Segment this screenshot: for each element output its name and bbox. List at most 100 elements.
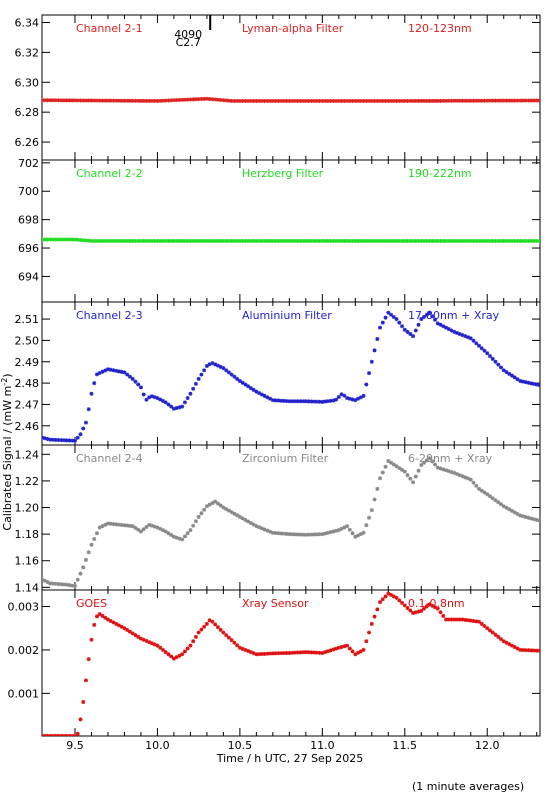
data-point xyxy=(53,98,58,103)
data-point xyxy=(498,365,503,370)
data-point xyxy=(75,577,80,582)
data-point xyxy=(177,536,182,541)
data-point xyxy=(136,238,141,243)
data-point xyxy=(185,238,190,243)
data-point xyxy=(226,98,231,103)
data-point xyxy=(353,652,358,657)
data-point xyxy=(251,522,256,527)
data-point xyxy=(369,98,374,103)
data-point xyxy=(342,238,347,243)
panel-filter-label: Zirconium Filter xyxy=(242,452,329,465)
panel-filter-label: Xray Sensor xyxy=(242,597,309,610)
data-point xyxy=(108,367,113,372)
data-point xyxy=(284,651,289,656)
data-point xyxy=(130,238,135,243)
data-point xyxy=(479,346,484,351)
data-point xyxy=(204,621,209,626)
data-point xyxy=(50,437,55,442)
data-point xyxy=(309,98,314,103)
data-point xyxy=(479,238,484,243)
data-point xyxy=(485,98,490,103)
data-point xyxy=(53,437,58,442)
data-point xyxy=(334,646,339,651)
data-point xyxy=(353,98,358,103)
data-point xyxy=(520,98,525,103)
data-point xyxy=(149,394,154,399)
data-point xyxy=(53,581,58,586)
data-point xyxy=(259,238,264,243)
data-point xyxy=(70,438,75,443)
panel-band-label: 120-123nm xyxy=(408,22,472,35)
panel-channel-label: Channel 2-4 xyxy=(76,452,143,465)
data-point xyxy=(273,238,278,243)
data-point xyxy=(92,381,97,386)
data-point xyxy=(515,646,520,651)
data-point xyxy=(520,514,525,519)
data-point xyxy=(204,96,209,101)
data-point xyxy=(433,462,438,467)
data-point xyxy=(476,98,481,103)
data-point xyxy=(166,652,171,657)
data-point xyxy=(158,238,163,243)
data-point xyxy=(303,238,308,243)
data-point xyxy=(518,647,523,652)
data-point xyxy=(202,507,207,512)
data-point xyxy=(116,623,121,628)
data-point xyxy=(493,498,498,503)
y-axis-label-sup: -2 xyxy=(0,378,9,386)
data-point xyxy=(358,532,363,537)
data-point xyxy=(493,632,498,637)
data-point xyxy=(386,310,391,315)
data-point xyxy=(531,98,536,103)
data-point xyxy=(276,98,281,103)
data-point xyxy=(350,397,355,402)
data-point xyxy=(496,362,501,367)
data-point xyxy=(369,621,374,626)
data-point xyxy=(405,238,410,243)
data-point xyxy=(177,405,182,410)
data-point xyxy=(224,98,229,103)
data-point xyxy=(86,550,91,555)
data-point xyxy=(309,399,314,404)
data-point xyxy=(504,505,509,510)
data-point xyxy=(224,238,229,243)
data-point xyxy=(221,630,226,635)
data-point xyxy=(281,98,286,103)
data-point xyxy=(328,648,333,653)
data-point xyxy=(361,530,366,535)
data-point xyxy=(182,97,187,102)
y-tick-label: 698 xyxy=(18,214,39,227)
data-point xyxy=(199,511,204,516)
data-point xyxy=(482,490,487,495)
data-point xyxy=(358,98,363,103)
data-point xyxy=(218,364,223,369)
x-tick-label: 12.0 xyxy=(475,739,500,752)
data-point xyxy=(306,98,311,103)
data-point xyxy=(347,396,352,401)
data-point xyxy=(427,310,432,315)
data-point xyxy=(279,651,284,656)
panel-3: 2.46 2.47 2.48 2.49 2.50 2.51 Channel 2-3 Alumi… xyxy=(15,301,541,446)
data-point xyxy=(452,617,457,622)
data-point xyxy=(408,238,413,243)
data-point xyxy=(193,634,198,639)
data-point xyxy=(276,398,281,403)
data-point xyxy=(400,98,405,103)
data-point xyxy=(537,98,540,103)
data-point xyxy=(213,97,218,102)
data-point xyxy=(455,472,459,477)
data-point xyxy=(413,98,418,103)
data-point xyxy=(144,238,149,243)
data-point xyxy=(193,381,198,386)
data-point xyxy=(386,238,391,243)
data-point xyxy=(127,98,132,103)
data-point xyxy=(312,399,317,404)
data-point xyxy=(515,238,520,243)
data-point xyxy=(174,535,179,540)
data-point xyxy=(452,470,457,475)
data-point xyxy=(430,603,435,608)
data-point xyxy=(287,238,292,243)
data-point xyxy=(405,98,410,103)
data-point xyxy=(476,238,481,243)
data-point xyxy=(419,608,424,613)
